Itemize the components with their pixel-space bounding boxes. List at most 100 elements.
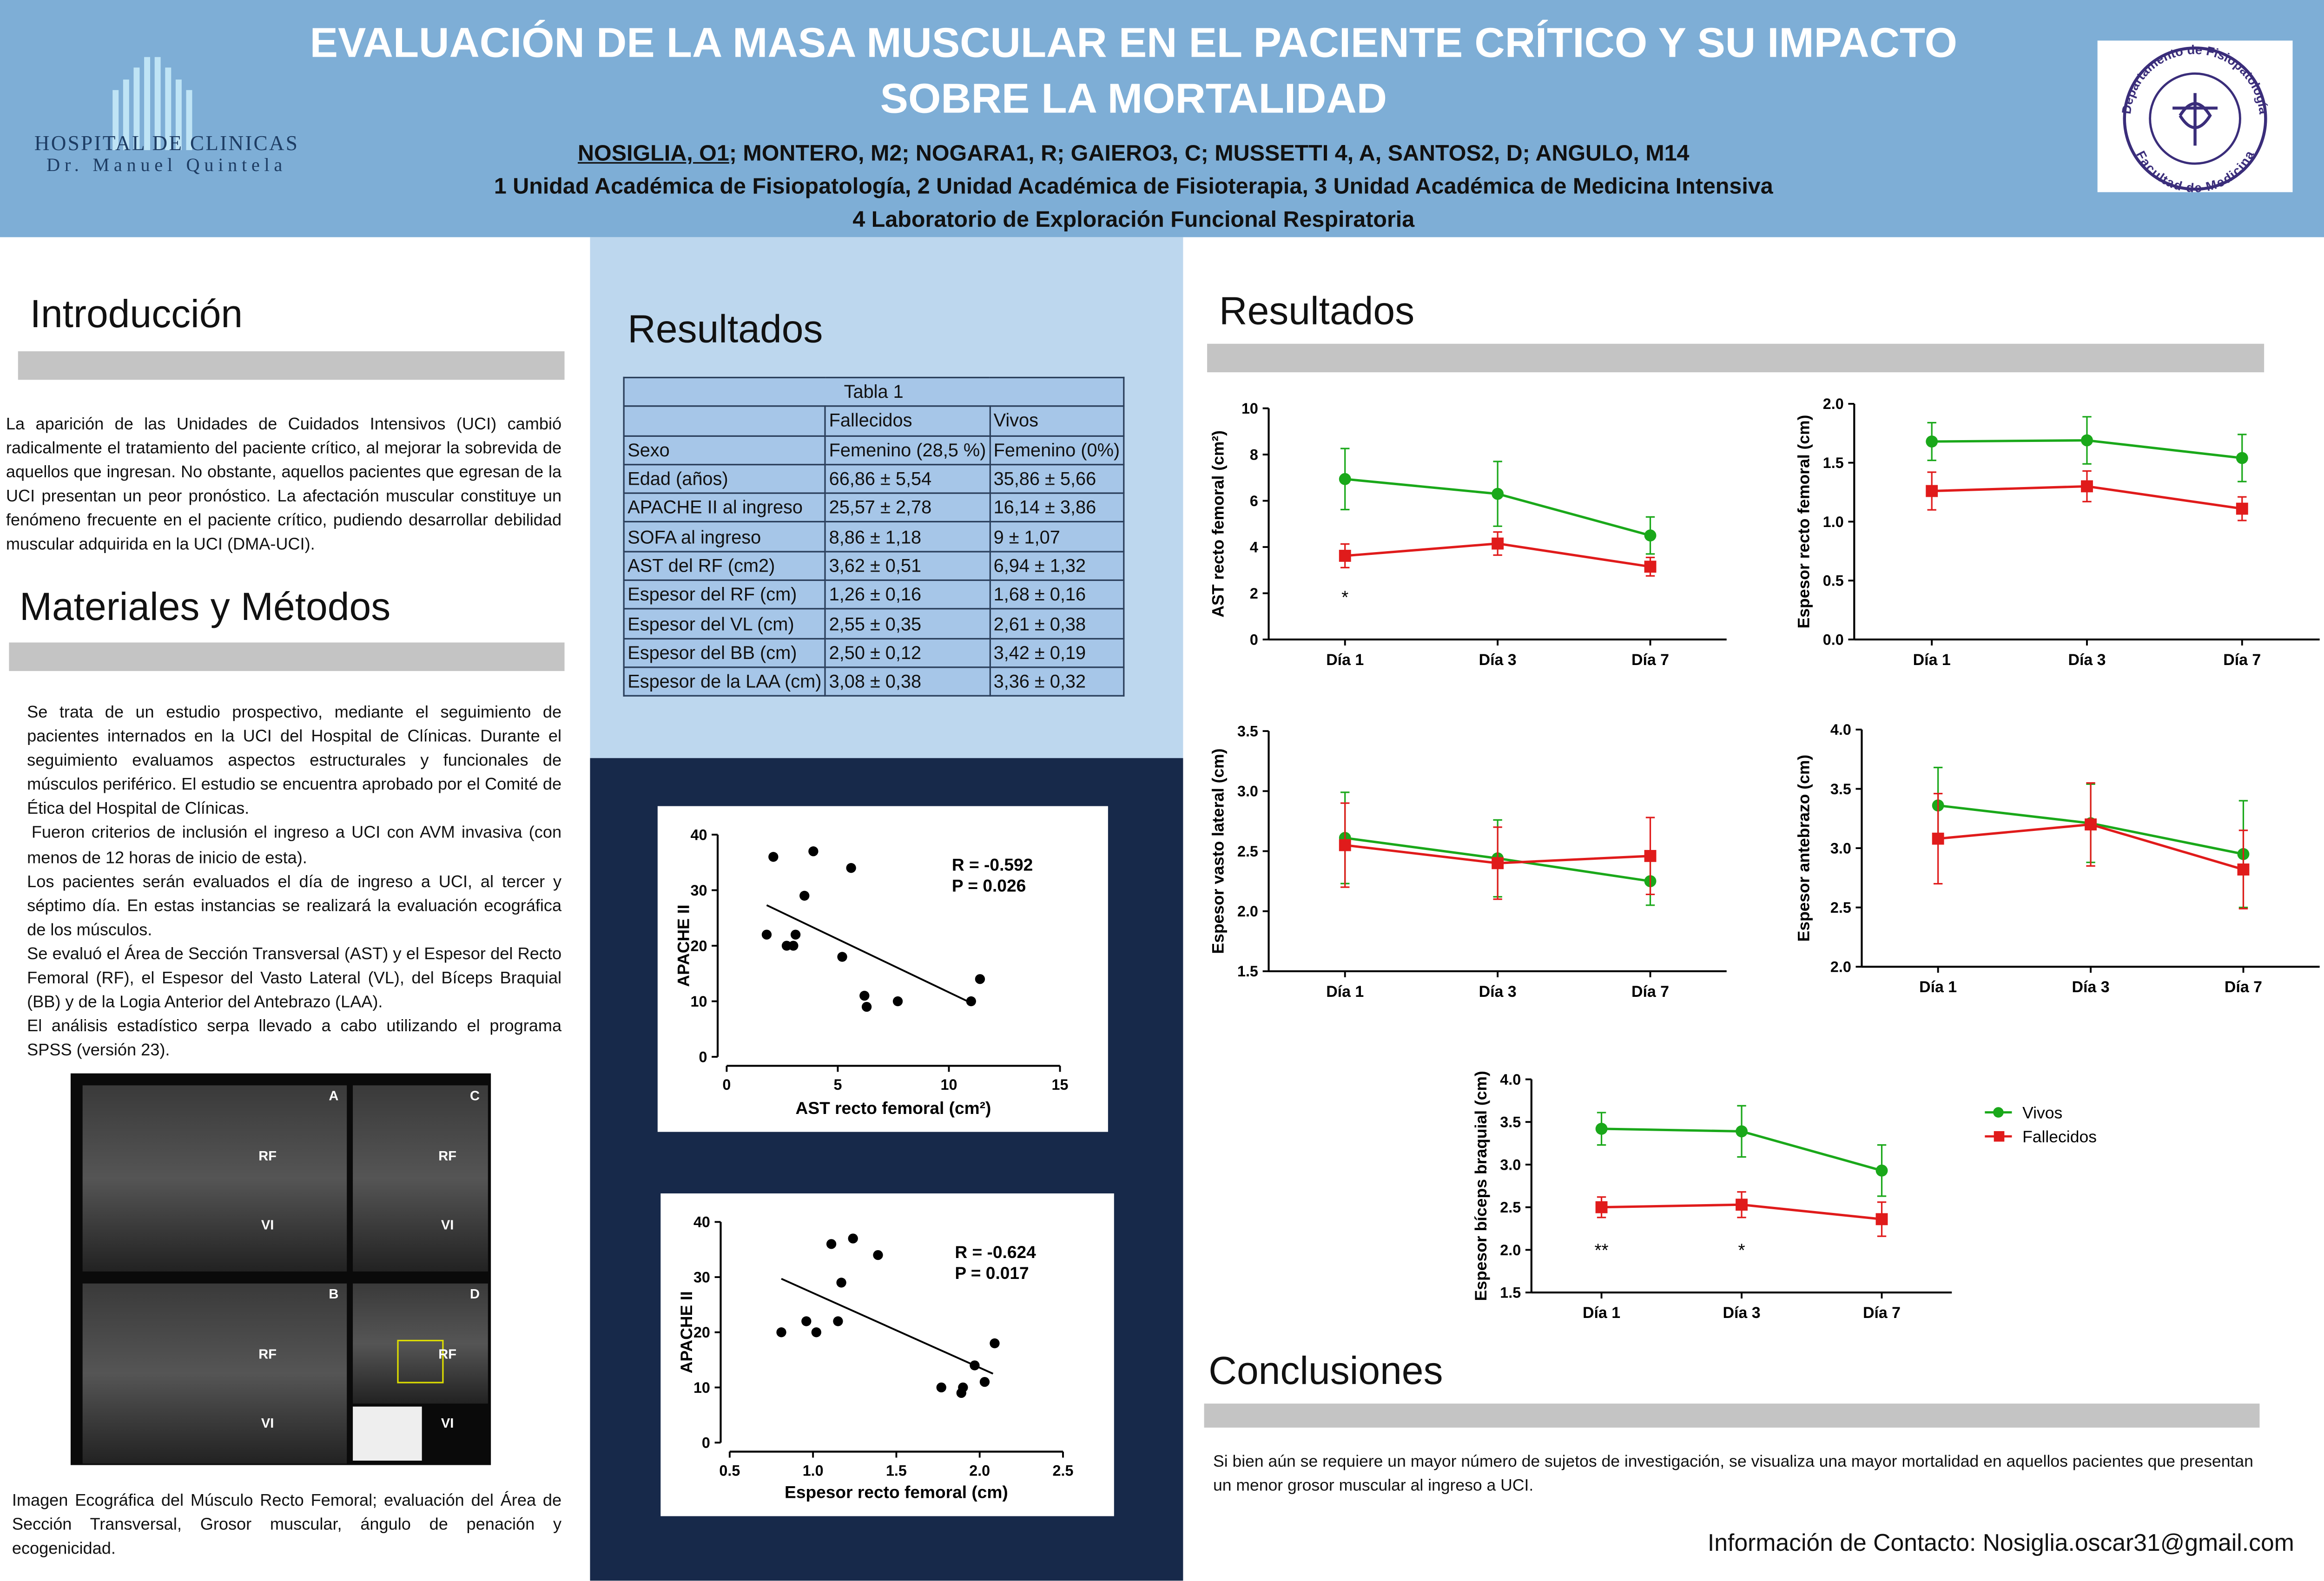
y-axis-label: Espesor recto femoral (cm) (1794, 415, 1813, 629)
table-row: SOFA al ingreso 8,86 ± 1,18 9 ± 1,07 (623, 521, 1124, 553)
marker (1339, 473, 1351, 485)
marker (1926, 485, 1938, 497)
table-cell: 3,42 ± 0,19 (989, 637, 1124, 668)
y-tick-label: 8 (1250, 446, 1258, 463)
heading-bar (9, 642, 565, 671)
table-cell: 66,86 ± 5,54 (824, 463, 991, 494)
y-tick-label: 3.0 (1237, 783, 1258, 800)
annotation: P = 0.017 (955, 1263, 1029, 1283)
marker (1595, 1123, 1608, 1135)
y-tick-label: 2.0 (1237, 903, 1258, 920)
point (859, 990, 870, 1001)
y-tick-label: 3.0 (1500, 1156, 1521, 1173)
table-cell: 25,57 ± 2,78 (824, 493, 991, 523)
point (811, 1327, 821, 1337)
title: EVALUACIÓN DE LA MASA MUSCULAR EN EL PAC… (310, 19, 1957, 122)
department-logo: Departamento de Fisiopatología Facultad … (2097, 40, 2293, 192)
chart-background (660, 1193, 1114, 1516)
marker (1875, 1213, 1888, 1225)
x-tick-label: Día 3 (2072, 978, 2110, 996)
marker (1926, 435, 1938, 448)
table-row: Espesor del RF (cm) 1,26 ± 0,16 1,68 ± 0,1… (623, 580, 1124, 610)
point (966, 996, 976, 1007)
annotation: * (1738, 1241, 1745, 1261)
x-tick-label: Día 3 (2068, 651, 2106, 669)
y-tick-label: 0 (699, 1048, 707, 1065)
x-tick-label: 2.0 (969, 1462, 990, 1479)
table-cell: Edad (años) (623, 463, 826, 494)
x-tick-label: 0.5 (719, 1462, 740, 1479)
legend-label: Fallecidos (2022, 1127, 2097, 1146)
x-tick-label: Día 7 (1631, 983, 1669, 1001)
y-tick-label: 3.5 (1830, 781, 1851, 797)
point (975, 974, 985, 984)
y-axis-label: Espesor bíceps braquial (cm) (1472, 1071, 1490, 1301)
table-cell: 2,61 ± 0,38 (989, 608, 1124, 639)
y-tick-label: 30 (690, 882, 707, 899)
marker (1492, 487, 1504, 500)
table-cell: Sexo (623, 435, 826, 466)
table-cell: 35,86 ± 5,66 (989, 463, 1124, 494)
table-title: Tabla 1 (623, 376, 1124, 408)
point (833, 1316, 843, 1326)
table-header: Vivos (989, 406, 1124, 436)
methods-text: Se trata de un estudio prospectivo, medi… (27, 701, 561, 1064)
marker (1736, 1199, 1748, 1211)
point (990, 1338, 1000, 1349)
y-tick-label: 2.5 (1500, 1199, 1521, 1216)
line-chart: 1.5 2.0 2.5 3.0 3.5 4.0 Espesor bíceps braquia… (1472, 1071, 2097, 1322)
line-chart: 0.0 0.5 1.0 1.5 2.0 Espesor recto femoral (cm… (1794, 395, 2320, 669)
line-chart: 1.5 2.0 2.5 3.0 3.5 Espesor vasto lateral (cm… (1209, 723, 1727, 1001)
point (790, 929, 801, 940)
point (801, 1316, 812, 1326)
y-tick-label: 30 (693, 1269, 710, 1285)
x-axis-label: Espesor recto femoral (cm) (785, 1482, 1008, 1502)
x-tick-label: 0 (722, 1076, 731, 1093)
y-tick-label: 10 (1241, 400, 1258, 417)
marker (2081, 434, 2093, 447)
point (979, 1377, 990, 1387)
point (873, 1250, 883, 1260)
y-tick-label: 10 (690, 993, 707, 1010)
table-corner (623, 406, 826, 436)
table-cell: Espesor de la LAA (cm) (623, 666, 826, 697)
table-cell: 2,55 ± 0,35 (824, 608, 991, 639)
panel-label: VI (441, 1218, 454, 1233)
contact: Información de Contacto: Nosiglia.oscar3… (1707, 1531, 2294, 1557)
legend-marker (1994, 1131, 2005, 1142)
table-row: Espesor de la LAA (cm) 3,08 ± 0,38 3,36 ± … (623, 666, 1124, 697)
x-tick-label: Día 1 (1326, 651, 1364, 669)
marker (2236, 452, 2248, 464)
other-authors: ; MONTERO, M2; NOGARA1, R; GAIERO3, C; M… (729, 141, 1690, 167)
legend-marker (1993, 1107, 2004, 1118)
x-tick-label: Día 3 (1723, 1304, 1761, 1322)
y-tick-label: 3.5 (1500, 1114, 1521, 1131)
y-tick-label: 1.5 (1823, 455, 1844, 471)
legend-label: Vivos (2022, 1103, 2062, 1122)
point (776, 1327, 786, 1337)
logo-name: HOSPITAL DE CLINICAS (34, 132, 299, 155)
marker (2236, 502, 2248, 515)
heading-bar (1207, 343, 2265, 373)
table-row: AST del RF (cm2) 3,62 ± 0,51 6,94 ± 1,32 (623, 550, 1124, 581)
y-tick-label: 1.5 (1500, 1285, 1521, 1301)
y-tick-label: 2 (1250, 585, 1258, 602)
methods-paragraph: Se evaluó el Área de Sección Transversal… (27, 945, 562, 1012)
logo-stripes (112, 57, 192, 151)
point (808, 846, 819, 856)
panel-label: RF (438, 1149, 456, 1164)
x-tick-label: Día 1 (1919, 978, 1957, 996)
x-tick-label: 2.5 (1053, 1462, 1074, 1479)
panel-label: VI (441, 1416, 454, 1431)
affiliation: 4 Laboratorio de Exploración Funcional R… (852, 207, 1415, 233)
heading-bar (18, 351, 565, 380)
y-axis-label: Espesor vasto lateral (cm) (1209, 748, 1228, 954)
panel-letter: C (470, 1089, 480, 1104)
y-tick-label: 40 (690, 826, 707, 843)
panel-letter: A (329, 1089, 338, 1104)
annotation: R = -0.592 (952, 855, 1033, 875)
y-axis-label: APACHE II (674, 905, 693, 987)
panel-label: VI (261, 1416, 274, 1431)
